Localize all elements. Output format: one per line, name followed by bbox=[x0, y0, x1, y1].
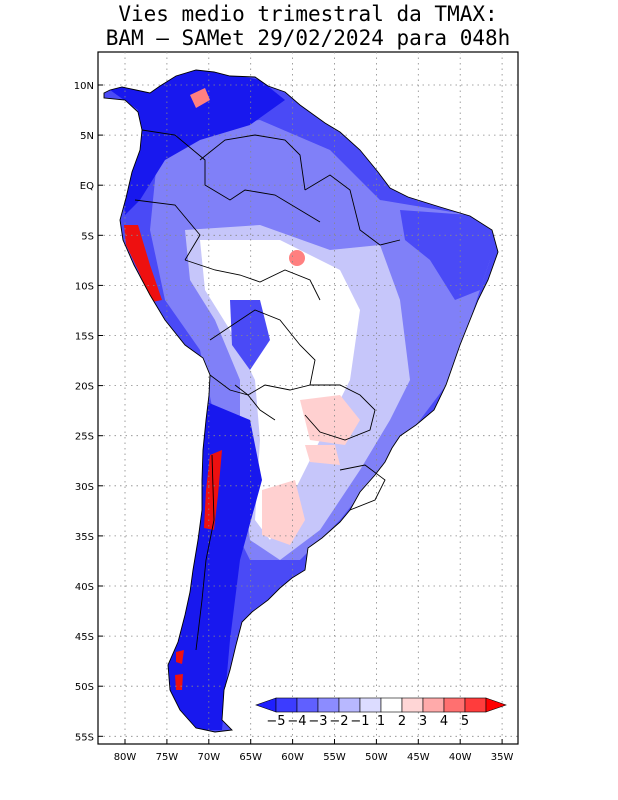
colorbar-label: −3 bbox=[308, 714, 327, 729]
colorbar-label: −4 bbox=[287, 714, 306, 729]
coastline bbox=[103, 69, 499, 733]
colorbar-swatch bbox=[422, 697, 445, 713]
title-line-2: BAM – SAMet 29/02/2024 para 048h bbox=[106, 26, 511, 50]
lon-tick-label: 35W bbox=[491, 752, 514, 763]
lat-tick-label: 45S bbox=[75, 632, 94, 643]
lat-tick-label: 35S bbox=[75, 532, 94, 543]
colorbar-label: −1 bbox=[350, 714, 369, 729]
lat-tick-label: 5N bbox=[80, 131, 94, 142]
lat-tick-label: 20S bbox=[75, 382, 94, 393]
border-ecuador-peru bbox=[134, 199, 201, 261]
lat-tick-label: EQ bbox=[80, 181, 94, 192]
lon-tick-label: 40W bbox=[449, 752, 472, 763]
colorbar-swatch bbox=[338, 697, 361, 713]
colorbar-label: 1 bbox=[377, 714, 385, 729]
colorbar-label: −5 bbox=[266, 714, 285, 729]
graticule bbox=[98, 52, 518, 744]
lat-tick-label: 10N bbox=[74, 81, 94, 92]
title-line-1: Vies medio trimestral da TMAX: bbox=[118, 2, 497, 26]
colorbar-swatch bbox=[401, 697, 424, 713]
borders bbox=[103, 69, 499, 733]
border-chile-arg bbox=[209, 374, 276, 421]
border-uruguay bbox=[339, 464, 386, 511]
border-andes-south bbox=[195, 454, 215, 651]
lat-tick-label: 25S bbox=[75, 432, 94, 443]
lon-tick-label: 80W bbox=[114, 752, 137, 763]
colorbar-swatch bbox=[275, 697, 298, 713]
lat-tick-label: 40S bbox=[75, 582, 94, 593]
lat-tick-label: 5S bbox=[81, 231, 94, 242]
colorbar-label: 2 bbox=[398, 714, 406, 729]
colorbar-swatch bbox=[380, 697, 403, 713]
border-peru-brazil bbox=[184, 259, 321, 301]
border-venezuela bbox=[199, 134, 306, 191]
lon-tick-label: 55W bbox=[323, 752, 346, 763]
lat-tick-label: 50S bbox=[75, 682, 94, 693]
lat-tick-label: 15S bbox=[75, 332, 94, 343]
lon-tick-label: 45W bbox=[407, 752, 430, 763]
lon-tick-label: 60W bbox=[281, 752, 304, 763]
border-paraguay bbox=[304, 384, 376, 441]
colorbar-label: 3 bbox=[419, 714, 427, 729]
lon-tick-label: 50W bbox=[365, 752, 388, 763]
border-colombia bbox=[141, 129, 321, 223]
colorbar: −5 −4 −3 −2 −1 1 2 3 4 5 bbox=[255, 697, 507, 729]
colorbar-swatch bbox=[317, 697, 340, 713]
colorbar-label: 5 bbox=[461, 714, 469, 729]
lat-tick-label: 10S bbox=[75, 281, 94, 292]
colorbar-label: 4 bbox=[440, 714, 448, 729]
colorbar-swatch bbox=[359, 697, 382, 713]
latitude-tick-labels: 10N 5N EQ 5S 10S 15S 20S 25S 30S 35S 40S 45S 50S 55S bbox=[74, 81, 103, 743]
lat-tick-label: 55S bbox=[75, 732, 94, 743]
lon-tick-label: 75W bbox=[156, 752, 179, 763]
border-guianas bbox=[304, 174, 401, 246]
lon-tick-label: 65W bbox=[239, 752, 262, 763]
longitude-tick-labels: 80W 75W 70W 65W 60W 55W 50W 45W 40W 35W bbox=[114, 739, 514, 763]
colorbar-label: −2 bbox=[329, 714, 348, 729]
lon-tick-label: 70W bbox=[197, 752, 220, 763]
border-bolivia bbox=[209, 309, 316, 396]
lat-tick-label: 30S bbox=[75, 482, 94, 493]
colorbar-swatch bbox=[296, 697, 319, 713]
colorbar-arrow-max bbox=[485, 697, 507, 713]
colorbar-swatch bbox=[464, 697, 487, 713]
colorbar-swatch bbox=[443, 697, 466, 713]
